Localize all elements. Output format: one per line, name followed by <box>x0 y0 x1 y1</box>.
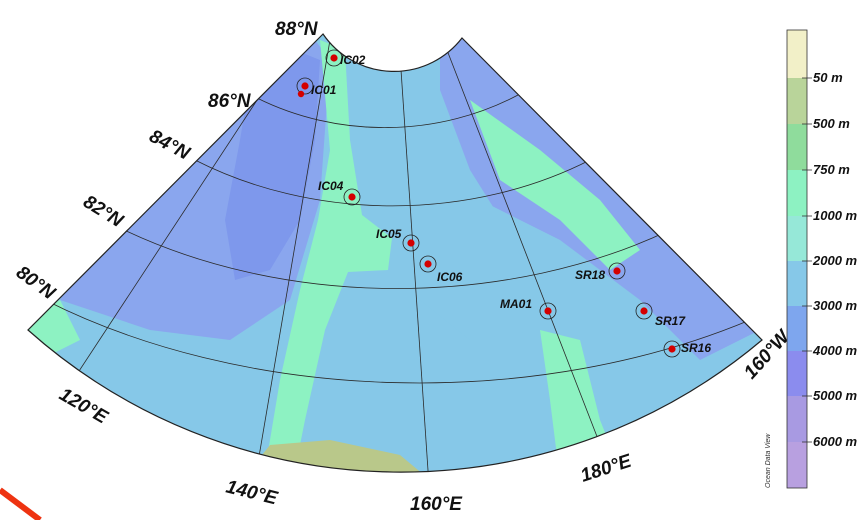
meridian-140 <box>254 39 331 473</box>
legend-frame <box>786 29 808 489</box>
station-label-ic06: IC06 <box>437 270 463 284</box>
legend-label-50: 50 m <box>813 70 843 85</box>
station-sr17[interactable]: SR17 <box>635 302 686 328</box>
lon-label-140e: 140°E <box>224 476 281 509</box>
legend-label-750: 750 m <box>813 162 850 177</box>
lat-label-88: 88°N <box>275 19 319 40</box>
lomonosov-ridge <box>265 40 392 470</box>
station-ic04[interactable]: IC04 <box>318 179 361 206</box>
corner-mark <box>0 487 42 520</box>
station-dot <box>668 345 676 353</box>
slope-patch-center <box>370 60 540 340</box>
station-label-ma01: MA01 <box>500 297 532 311</box>
station-dot <box>297 90 305 98</box>
station-ma01[interactable]: MA01 <box>500 297 557 320</box>
station-ring <box>296 77 314 95</box>
legend-label-500: 500 m <box>813 116 850 131</box>
parallel-84 <box>194 159 591 207</box>
lat-label-82: 82°N <box>79 191 127 232</box>
graticule <box>44 39 751 473</box>
station-dot <box>348 193 356 201</box>
station-dot <box>544 307 552 315</box>
legend-swatch-50 <box>787 30 807 78</box>
parallel-80 <box>44 299 751 384</box>
station-label-ic05: IC05 <box>376 227 402 241</box>
station-ring <box>608 262 626 280</box>
odv-credit: Ocean Data View <box>765 433 772 488</box>
parallel-86 <box>256 94 519 128</box>
station-label-sr17: SR17 <box>655 314 686 328</box>
meridian-120 <box>59 49 291 401</box>
station-markers: IC02 IC01 IC04 IC05 IC06 MA01 <box>296 49 711 358</box>
station-label-sr16: SR16 <box>681 341 711 355</box>
station-ring <box>635 302 653 320</box>
legend-swatch-deepest <box>787 442 807 488</box>
lon-label-120e: 120°E <box>56 384 113 429</box>
lat-label-84: 84°N <box>146 126 194 165</box>
legend-swatch-6000 <box>787 396 807 442</box>
legend-swatch-3000 <box>787 261 807 306</box>
station-dot <box>613 267 621 275</box>
station-ring <box>402 234 420 252</box>
station-ring <box>343 188 361 206</box>
legend-label-4000: 4000 m <box>812 343 858 358</box>
station-dot <box>301 82 309 90</box>
station-sr18[interactable]: SR18 <box>575 262 626 282</box>
station-label-ic02: IC02 <box>340 53 366 67</box>
lon-label-160e: 160°E <box>410 494 463 515</box>
station-ring <box>325 49 343 67</box>
legend-ticks <box>802 77 812 443</box>
legend-swatch-2000 <box>787 216 807 261</box>
station-dot <box>424 260 432 268</box>
station-label-sr18: SR18 <box>575 268 605 282</box>
station-ring <box>539 302 557 320</box>
depth-legend: 50 m 500 m 750 m 1000 m 2000 m 3000 m 40… <box>765 29 858 489</box>
station-sr16[interactable]: SR16 <box>663 340 711 358</box>
meridian-180 <box>444 44 611 471</box>
legend-label-2000: 2000 m <box>812 253 858 268</box>
station-ic01[interactable]: IC01 <box>296 77 337 98</box>
legend-label-1000: 1000 m <box>813 208 858 223</box>
legend-label-6000: 6000 m <box>813 434 858 449</box>
station-ic06[interactable]: IC06 <box>419 255 463 284</box>
lon-label-180e: 180°E <box>578 450 635 486</box>
station-label-ic01: IC01 <box>311 83 337 97</box>
continental-shelf <box>250 440 440 473</box>
station-dot <box>407 239 415 247</box>
legend-swatch-1000 <box>787 170 807 216</box>
legend-swatch-500 <box>787 78 807 124</box>
legend-swatch-4000 <box>787 306 807 351</box>
legend-swatch-750 <box>787 124 807 170</box>
lat-label-80: 80°N <box>12 262 60 305</box>
abyssal-plain-east <box>440 34 760 360</box>
legend-swatch-5000 <box>787 351 807 396</box>
lat-label-86: 86°N <box>208 91 252 112</box>
meridian-160 <box>399 54 431 473</box>
station-ic02[interactable]: IC02 <box>325 49 366 67</box>
ridge-east <box>470 100 640 270</box>
station-ring <box>419 255 437 273</box>
parallel-82 <box>119 227 671 289</box>
legend-label-5000: 5000 m <box>813 388 858 403</box>
station-dot <box>640 307 648 315</box>
station-dot <box>330 54 338 62</box>
station-label-ic04: IC04 <box>318 179 344 193</box>
station-ic05[interactable]: IC05 <box>376 227 420 252</box>
legend-label-3000: 3000 m <box>813 298 858 313</box>
station-ring <box>663 340 681 358</box>
